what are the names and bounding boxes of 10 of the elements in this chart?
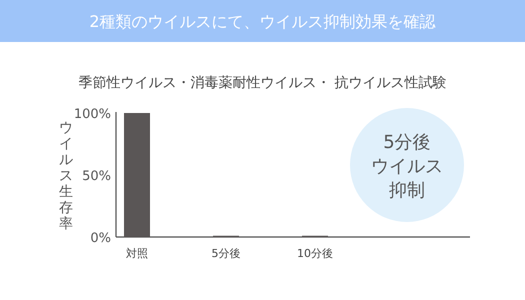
y-tick-label: 0% (90, 231, 111, 246)
y-axis-title: ウイルス生存率 (59, 120, 73, 232)
x-tick-label: 対照 (126, 247, 148, 260)
y-tick-label: 100% (74, 107, 111, 122)
chart-title: 2種類のウイルスにて、ウイルス抑制効果を確認 (89, 12, 436, 31)
chart-subtitle: 季節性ウイルス・消毒薬耐性ウイルス・ 抗ウイルス性試験 (78, 75, 447, 91)
annotation: 5分後 ウイルス 抑制 (350, 108, 464, 222)
y-tick-label: 50% (82, 169, 111, 184)
x-tick-label: 10分後 (297, 247, 333, 260)
x-tick-label: 5分後 (212, 247, 240, 260)
